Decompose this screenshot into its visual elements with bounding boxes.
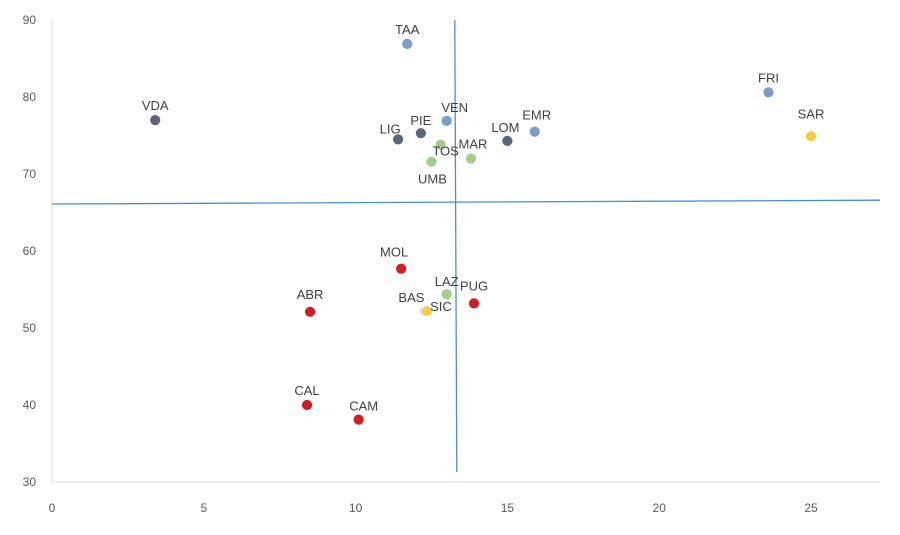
data-label-cal: CAL	[294, 383, 319, 398]
data-label-fri: FRI	[758, 70, 779, 85]
data-point-ven	[440, 114, 453, 127]
data-label-lom: LOM	[491, 120, 519, 135]
y-tick-label: 60	[23, 244, 37, 258]
data-point-pie	[414, 127, 427, 140]
data-point-cam	[352, 413, 365, 426]
data-point-vda	[149, 114, 162, 126]
data-point-mol	[395, 262, 408, 275]
x-tick-label: 10	[349, 501, 363, 515]
data-point-umb	[425, 155, 438, 168]
data-label-sar: SAR	[798, 106, 825, 121]
data-label-mol: MOL	[380, 245, 408, 260]
horizontal-reference-line	[51, 199, 881, 205]
data-label-cam: CAM	[349, 399, 378, 414]
data-point-fri	[762, 86, 775, 99]
y-tick-label: 70	[23, 167, 37, 181]
data-label-laz: LAZ	[435, 274, 459, 289]
data-point-cal	[301, 399, 313, 411]
data-point-pug	[468, 297, 480, 310]
data-label-lig: LIG	[380, 121, 401, 136]
data-label-taa: TAA	[395, 22, 420, 37]
data-point-sar	[805, 130, 817, 143]
data-label-sic: SIC	[430, 299, 452, 314]
data-point-laz	[440, 288, 453, 301]
y-tick-label: 90	[23, 13, 37, 27]
data-point-tos	[434, 138, 447, 151]
data-label-emr: EMR	[522, 108, 551, 123]
data-point-lig	[392, 133, 405, 146]
data-label-tos: TOS	[432, 144, 459, 159]
data-point-sic	[421, 305, 433, 317]
x-tick-label: 15	[501, 501, 515, 515]
data-label-umb: UMB	[418, 172, 447, 187]
y-tick-label: 50	[23, 321, 37, 335]
x-tick-label: 0	[49, 501, 56, 515]
data-label-mar: MAR	[459, 137, 488, 152]
x-tick-label: 5	[200, 501, 207, 515]
data-point-lom	[501, 134, 514, 147]
x-tick-label: 20	[653, 501, 667, 515]
data-label-pug: PUG	[460, 278, 488, 293]
y-tick-label: 30	[23, 475, 37, 489]
y-tick-label: 80	[23, 90, 37, 104]
data-point-emr	[528, 125, 541, 138]
x-tick-label: 25	[804, 501, 818, 515]
data-label-vda: VDA	[142, 98, 169, 113]
data-label-ven: VEN	[441, 100, 468, 115]
data-label-pie: PIE	[410, 113, 431, 128]
data-point-taa	[401, 37, 414, 50]
data-label-bas: BAS	[398, 290, 424, 305]
data-point-mar	[465, 152, 477, 165]
data-point-abr	[304, 305, 316, 318]
data-label-abr: ABR	[297, 287, 324, 302]
y-tick-label: 40	[23, 398, 37, 412]
vertical-reference-line	[454, 19, 458, 473]
